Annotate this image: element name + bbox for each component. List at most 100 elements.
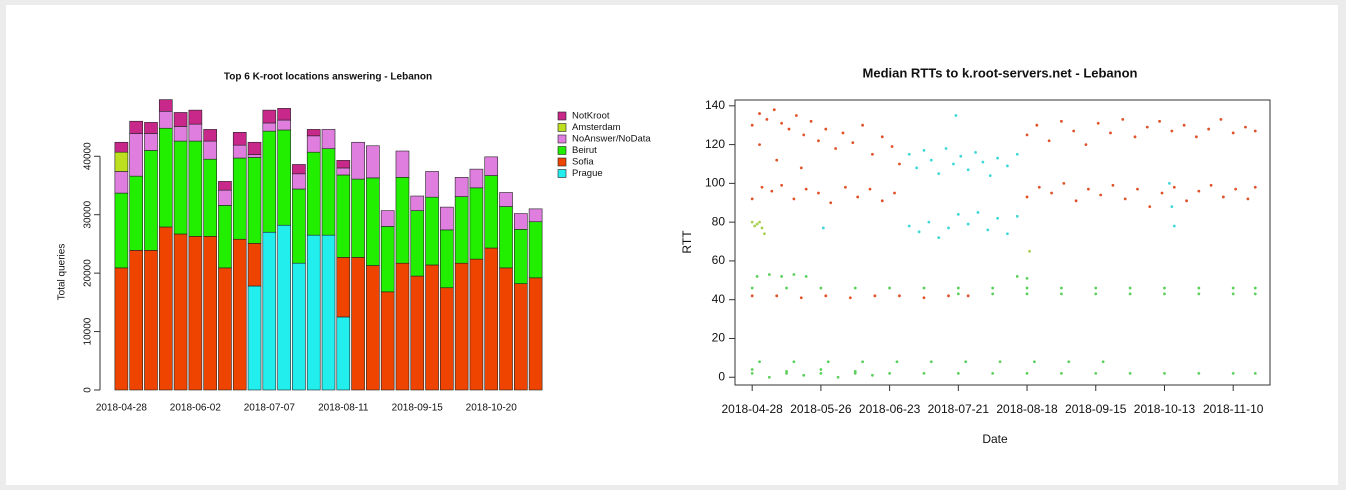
- y-tick-label: 0: [83, 387, 94, 393]
- bar-segment: [336, 160, 351, 169]
- bar-segment: [321, 234, 336, 391]
- bar-segment: [188, 123, 203, 142]
- point: [1219, 117, 1223, 121]
- point: [888, 371, 892, 375]
- point: [991, 371, 995, 375]
- point: [1094, 292, 1098, 296]
- point: [1111, 183, 1115, 187]
- point: [1025, 276, 1029, 280]
- point: [853, 370, 857, 373]
- point: [1163, 292, 1166, 296]
- point: [974, 150, 977, 154]
- bar-segment: [262, 122, 277, 132]
- x-tick-label: 2018-06-23: [859, 402, 921, 416]
- point: [1133, 135, 1137, 139]
- point: [1128, 286, 1132, 290]
- bar-segment: [158, 127, 173, 228]
- bar-segment: [499, 192, 513, 207]
- point: [853, 371, 857, 375]
- bar-segment: [144, 150, 158, 251]
- x-tick-label: 2018-05-26: [790, 402, 852, 416]
- bar-segment: [484, 156, 499, 176]
- point: [780, 183, 784, 187]
- bar-segment: [277, 129, 291, 226]
- bar-segment: [454, 177, 469, 197]
- x-tick-label: 2018-06-02: [170, 403, 222, 414]
- point: [758, 143, 761, 146]
- point: [1197, 371, 1201, 375]
- bar-segment: [129, 175, 143, 251]
- bar-segment: [499, 206, 513, 269]
- point: [964, 360, 968, 364]
- point: [861, 360, 865, 364]
- point: [1015, 152, 1019, 156]
- point: [895, 360, 899, 364]
- bar-segment: [173, 140, 188, 235]
- point: [1086, 187, 1090, 191]
- bar-segment: [410, 275, 425, 391]
- point: [966, 294, 970, 298]
- point: [1253, 185, 1257, 189]
- bar-segment: [528, 277, 543, 391]
- point: [780, 121, 784, 125]
- point: [817, 139, 820, 143]
- point: [907, 224, 911, 228]
- bar-segment: [129, 120, 143, 134]
- point: [785, 286, 788, 290]
- bar-segment: [410, 210, 425, 277]
- point: [898, 294, 901, 298]
- point: [1006, 232, 1009, 236]
- bar-segment: [292, 188, 306, 264]
- x-tick-label: 2018-08-18: [996, 402, 1058, 416]
- point: [998, 360, 1002, 364]
- point: [937, 172, 941, 176]
- point: [767, 375, 771, 379]
- point: [1099, 193, 1103, 197]
- point: [1037, 185, 1041, 189]
- bar-segment: [380, 210, 395, 227]
- bar-segment: [203, 158, 217, 237]
- point: [780, 275, 784, 278]
- point: [750, 294, 754, 298]
- bar-segment: [203, 236, 217, 391]
- bar-segment: [158, 226, 173, 391]
- bar-segment: [114, 141, 129, 153]
- point: [1101, 360, 1105, 364]
- point: [1094, 286, 1098, 290]
- point: [760, 185, 764, 189]
- y-axis-label: Total queries: [57, 244, 68, 301]
- y-tick-label: 100: [705, 176, 725, 190]
- bar-segment: [380, 291, 395, 391]
- point: [1059, 371, 1063, 375]
- plot-frame: [734, 99, 1271, 386]
- point: [819, 368, 823, 371]
- point: [1059, 292, 1063, 296]
- point: [1062, 181, 1066, 185]
- bar-segment: [440, 287, 454, 391]
- point: [1084, 143, 1088, 146]
- point: [956, 292, 960, 296]
- x-tick-label: 2018-11-10: [1203, 402, 1264, 416]
- legend-label: Sofia: [572, 157, 594, 168]
- point: [1197, 286, 1201, 290]
- point: [922, 296, 926, 300]
- bar-segment: [425, 171, 439, 198]
- bar-segment: [336, 257, 351, 318]
- y-tick-label: 40: [712, 292, 726, 306]
- legend-label: Beirut: [572, 145, 597, 156]
- point: [1207, 127, 1211, 131]
- legend-swatch: [557, 123, 567, 132]
- bar-segment: [395, 262, 410, 391]
- y-tick-label: 120: [705, 137, 725, 151]
- point: [1047, 139, 1051, 143]
- x-tick-label: 2018-04-28: [721, 402, 783, 416]
- point: [880, 135, 884, 139]
- y-axis-label: RTT: [680, 230, 694, 254]
- legend-label: Amsterdam: [572, 122, 621, 133]
- point: [1067, 360, 1071, 364]
- point: [871, 373, 874, 377]
- point: [1221, 195, 1225, 199]
- bar-segment: [158, 99, 173, 112]
- point: [819, 286, 823, 290]
